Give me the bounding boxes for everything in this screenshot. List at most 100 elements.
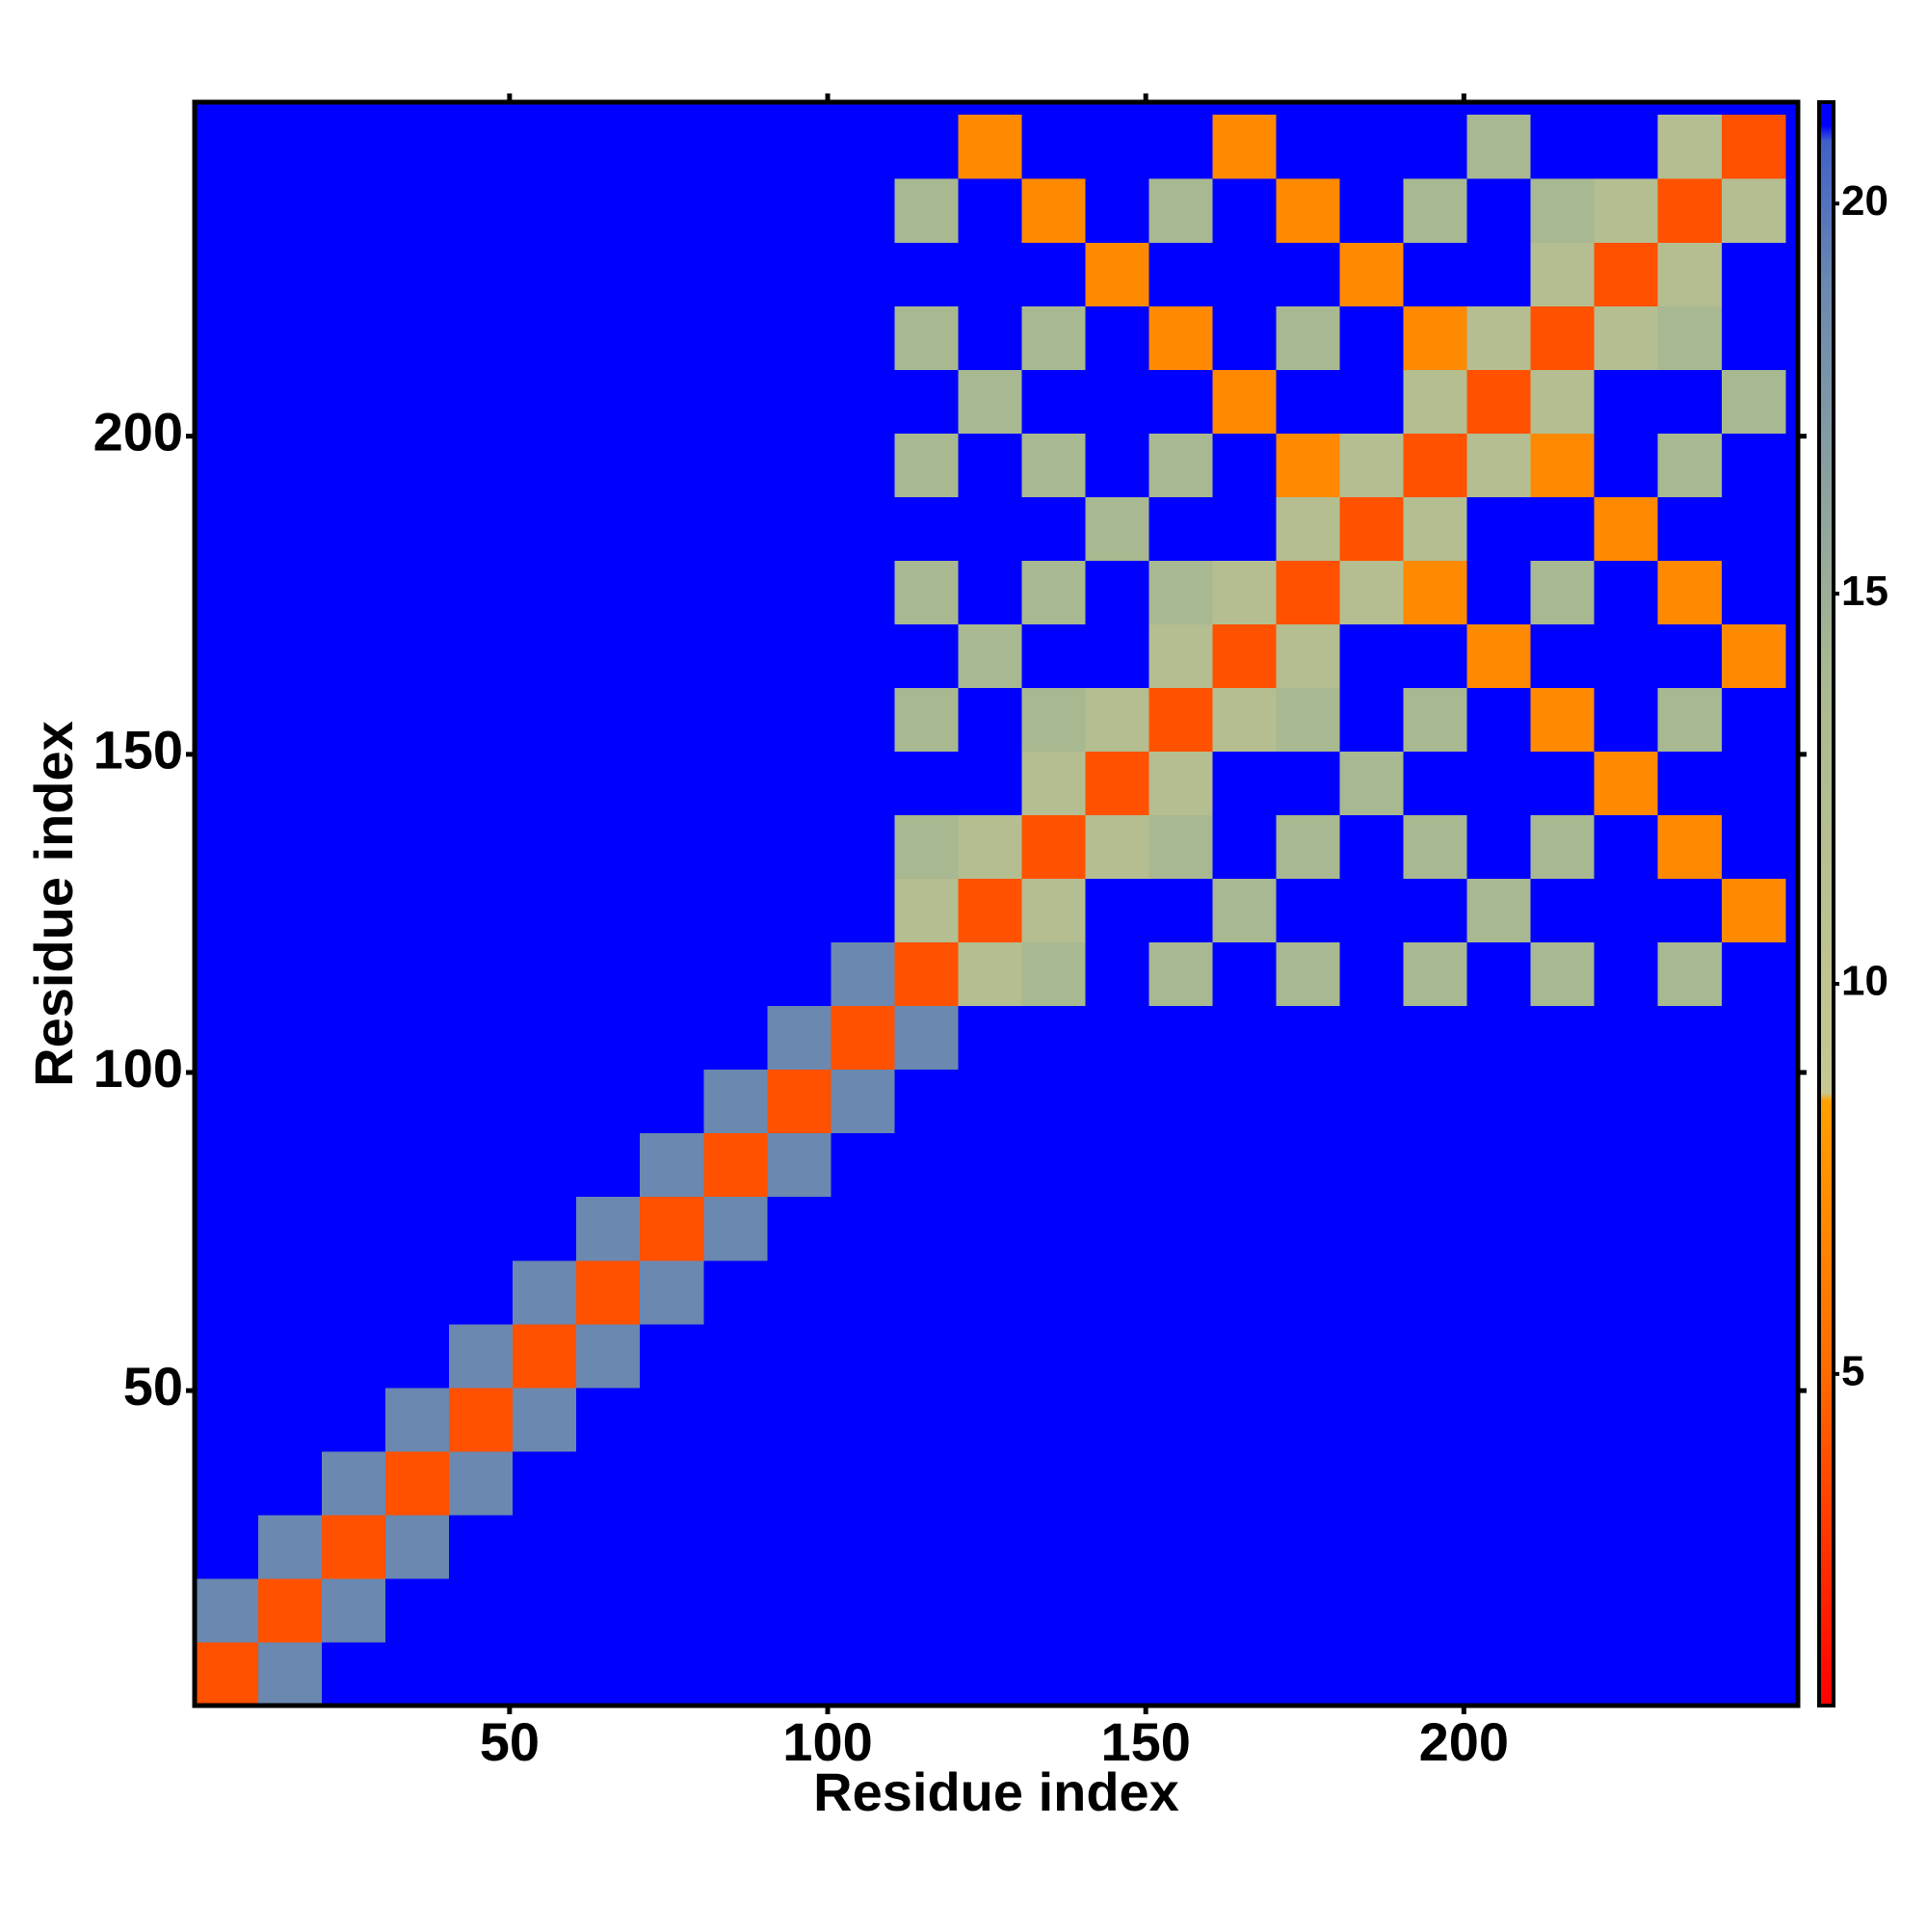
heatmap-cell bbox=[576, 1450, 641, 1516]
heatmap-cell bbox=[258, 623, 323, 688]
heatmap-cell bbox=[894, 433, 959, 497]
heatmap-cell bbox=[831, 1196, 895, 1261]
heatmap-cell bbox=[513, 305, 577, 370]
heatmap-cell bbox=[1276, 1323, 1341, 1389]
heatmap-cell bbox=[640, 1450, 704, 1516]
heatmap-cell bbox=[322, 687, 386, 753]
heatmap-cell bbox=[1148, 1132, 1214, 1198]
heatmap-cell bbox=[767, 178, 832, 243]
heatmap-cell bbox=[1466, 1323, 1532, 1389]
heatmap-cell bbox=[1021, 1514, 1086, 1579]
heatmap-cell bbox=[1021, 1450, 1086, 1516]
heatmap-cell bbox=[1339, 623, 1405, 688]
heatmap-cell bbox=[322, 623, 386, 688]
heatmap-cell bbox=[1339, 1450, 1405, 1516]
heatmap-cell bbox=[1530, 305, 1596, 370]
heatmap-cell bbox=[1085, 1387, 1149, 1452]
heatmap-cell bbox=[576, 1641, 641, 1707]
heatmap-cell bbox=[767, 1132, 832, 1198]
heatmap-cell bbox=[258, 814, 323, 880]
heatmap-cell bbox=[195, 878, 259, 943]
heatmap-cell bbox=[576, 1132, 641, 1198]
heatmap-cell bbox=[449, 623, 514, 688]
heatmap-cell bbox=[1594, 305, 1659, 370]
heatmap-cell bbox=[1530, 1259, 1596, 1325]
heatmap-cell bbox=[831, 1577, 895, 1643]
heatmap-cell bbox=[576, 623, 641, 688]
heatmap-cell bbox=[1212, 814, 1278, 880]
heatmap-cell bbox=[894, 178, 959, 243]
heatmap-cell bbox=[1466, 1577, 1532, 1643]
heatmap-cell bbox=[1148, 687, 1214, 753]
heatmap-cell bbox=[1148, 1323, 1214, 1389]
heatmap-cell bbox=[1276, 496, 1341, 561]
heatmap-cell bbox=[449, 1514, 514, 1579]
heatmap-cell bbox=[1594, 1641, 1659, 1707]
heatmap-cell bbox=[1466, 1005, 1532, 1071]
heatmap-cell bbox=[576, 242, 641, 306]
heatmap-cell bbox=[1021, 878, 1086, 943]
heatmap-cell bbox=[195, 1641, 259, 1707]
heatmap-cell bbox=[258, 242, 323, 306]
heatmap-cell bbox=[1657, 878, 1723, 943]
heatmap-cell bbox=[1403, 1196, 1468, 1261]
heatmap-cell bbox=[449, 1450, 514, 1516]
heatmap-cell bbox=[1021, 242, 1086, 306]
heatmap-cell bbox=[385, 687, 450, 753]
heatmap-cell bbox=[385, 1005, 450, 1071]
heatmap-cell bbox=[576, 1387, 641, 1452]
heatmap-cell bbox=[1721, 1514, 1786, 1579]
heatmap-cell bbox=[703, 305, 768, 370]
heatmap-cell bbox=[1212, 1387, 1278, 1452]
heatmap-cell bbox=[640, 941, 704, 1007]
heatmap-cell bbox=[258, 1069, 323, 1134]
heatmap-cell bbox=[1530, 178, 1596, 243]
heatmap-cell bbox=[195, 1577, 259, 1643]
heatmap-cell bbox=[1657, 623, 1723, 688]
heatmap-cell bbox=[767, 1577, 832, 1643]
heatmap-cell bbox=[322, 1259, 386, 1325]
heatmap-cell bbox=[1148, 623, 1214, 688]
heatmap-cell bbox=[1721, 1005, 1786, 1071]
heatmap-cell bbox=[1339, 1259, 1405, 1325]
heatmap-cell bbox=[195, 751, 259, 816]
heatmap-cell bbox=[958, 560, 1022, 624]
heatmap-cell bbox=[1594, 623, 1659, 688]
heatmap-cell bbox=[1085, 496, 1149, 561]
heatmap-cell bbox=[958, 1641, 1022, 1707]
heatmap-cell bbox=[703, 560, 768, 624]
heatmap-cell bbox=[1403, 1577, 1468, 1643]
heatmap-cell bbox=[1594, 369, 1659, 434]
heatmap-cell bbox=[1276, 115, 1341, 179]
heatmap-cell bbox=[894, 1450, 959, 1516]
heatmap-cell bbox=[1657, 178, 1723, 243]
heatmap-cell bbox=[1148, 1259, 1214, 1325]
heatmap-cell bbox=[195, 1323, 259, 1389]
heatmap-cell bbox=[831, 623, 895, 688]
heatmap-cell bbox=[1212, 1450, 1278, 1516]
heatmap-cell bbox=[576, 814, 641, 880]
heatmap-cell bbox=[449, 242, 514, 306]
heatmap-cell bbox=[449, 1387, 514, 1452]
heatmap-cell bbox=[767, 496, 832, 561]
heatmap-cell bbox=[1212, 751, 1278, 816]
heatmap-cell bbox=[1148, 1514, 1214, 1579]
heatmap-cell bbox=[195, 369, 259, 434]
heatmap-cell bbox=[1339, 814, 1405, 880]
heatmap-cell bbox=[1530, 878, 1596, 943]
heatmap-cell bbox=[195, 1387, 259, 1452]
heatmap-cell bbox=[1148, 433, 1214, 497]
heatmap-cell bbox=[258, 878, 323, 943]
heatmap-cell bbox=[1403, 814, 1468, 880]
x-tick-label: 100 bbox=[782, 1711, 872, 1772]
heatmap-cell bbox=[449, 1069, 514, 1134]
heatmap-cell bbox=[703, 1323, 768, 1389]
heatmap-cell bbox=[1212, 1577, 1278, 1643]
x-tick-label: 150 bbox=[1100, 1711, 1190, 1772]
colorbar-tick-label: 10 bbox=[1841, 958, 1888, 1005]
heatmap-cell bbox=[1721, 115, 1786, 179]
heatmap-cell bbox=[258, 178, 323, 243]
heatmap-cell bbox=[640, 1387, 704, 1452]
heatmap-cell bbox=[1339, 496, 1405, 561]
heatmap-cell bbox=[1721, 1641, 1786, 1707]
